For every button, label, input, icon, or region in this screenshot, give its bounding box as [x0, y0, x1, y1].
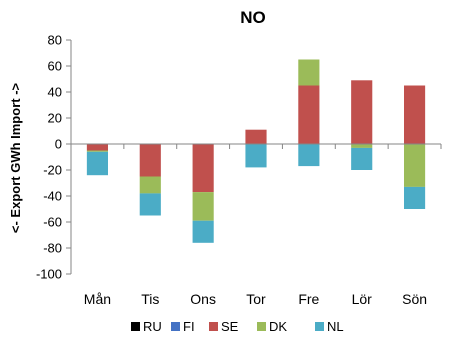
bar-nl-3: [192, 220, 214, 243]
legend-swatch-nl: [315, 322, 324, 331]
y-axis-label: <- Export GWh Import ->: [8, 82, 23, 233]
bar-se-5: [298, 85, 320, 144]
bar-dk-1: [86, 150, 108, 152]
bar-se-7: [404, 85, 426, 144]
bar-dk-7: [404, 144, 426, 187]
x-tick-label: Ons: [190, 291, 216, 307]
bar-nl-6: [351, 147, 373, 170]
bar-se-4: [245, 129, 267, 144]
y-tick-label: 0: [55, 137, 62, 152]
bar-se-3: [192, 144, 214, 193]
legend-label-nl: NL: [327, 319, 344, 334]
legend-label-dk: DK: [269, 319, 287, 334]
y-tick-label: 80: [48, 33, 62, 48]
x-tick-label: Tor: [246, 291, 266, 307]
bar-nl-7: [404, 186, 426, 209]
chart-title: NO: [240, 8, 266, 27]
bar-nl-1: [86, 151, 108, 176]
x-tick-label: Lör: [352, 291, 373, 307]
bar-dk-3: [192, 192, 214, 221]
x-tick-label: Mån: [84, 291, 111, 307]
y-tick-label: -60: [43, 215, 62, 230]
y-tick-label: -100: [36, 267, 62, 282]
legend: RU FI SE DK NL: [131, 319, 344, 334]
legend-swatch-se: [209, 322, 218, 331]
bar-se-6: [351, 80, 373, 144]
y-tick-label: -80: [43, 241, 62, 256]
y-tick-label: 60: [48, 59, 62, 74]
bar-dk-5: [298, 59, 320, 86]
bar-se-1: [86, 144, 108, 151]
legend-swatch-dk: [257, 322, 266, 331]
x-tick-label: Fre: [298, 291, 319, 307]
legend-label-se: SE: [221, 319, 239, 334]
bar-nl-2: [139, 193, 161, 216]
x-tick-label: Sön: [402, 291, 427, 307]
x-tick-label: Tis: [141, 291, 159, 307]
bar-se-2: [139, 144, 161, 177]
y-tick-label: 40: [48, 85, 62, 100]
bar-nl-4: [245, 144, 267, 168]
y-tick-label: 20: [48, 111, 62, 126]
plot-area: -100 -80 -60 -40 -20 0 20 40 60 80 Mån Tis Ons Tor Fre…: [36, 33, 442, 307]
legend-label-ru: RU: [143, 319, 162, 334]
legend-swatch-fi: [171, 322, 180, 331]
bar-nl-5: [298, 144, 320, 167]
y-tick-label: -20: [43, 163, 62, 178]
bar-dk-6: [351, 144, 373, 148]
bar-dk-2: [139, 176, 161, 194]
y-tick-label: -40: [43, 189, 62, 204]
legend-swatch-ru: [131, 322, 140, 331]
legend-label-fi: FI: [183, 319, 195, 334]
